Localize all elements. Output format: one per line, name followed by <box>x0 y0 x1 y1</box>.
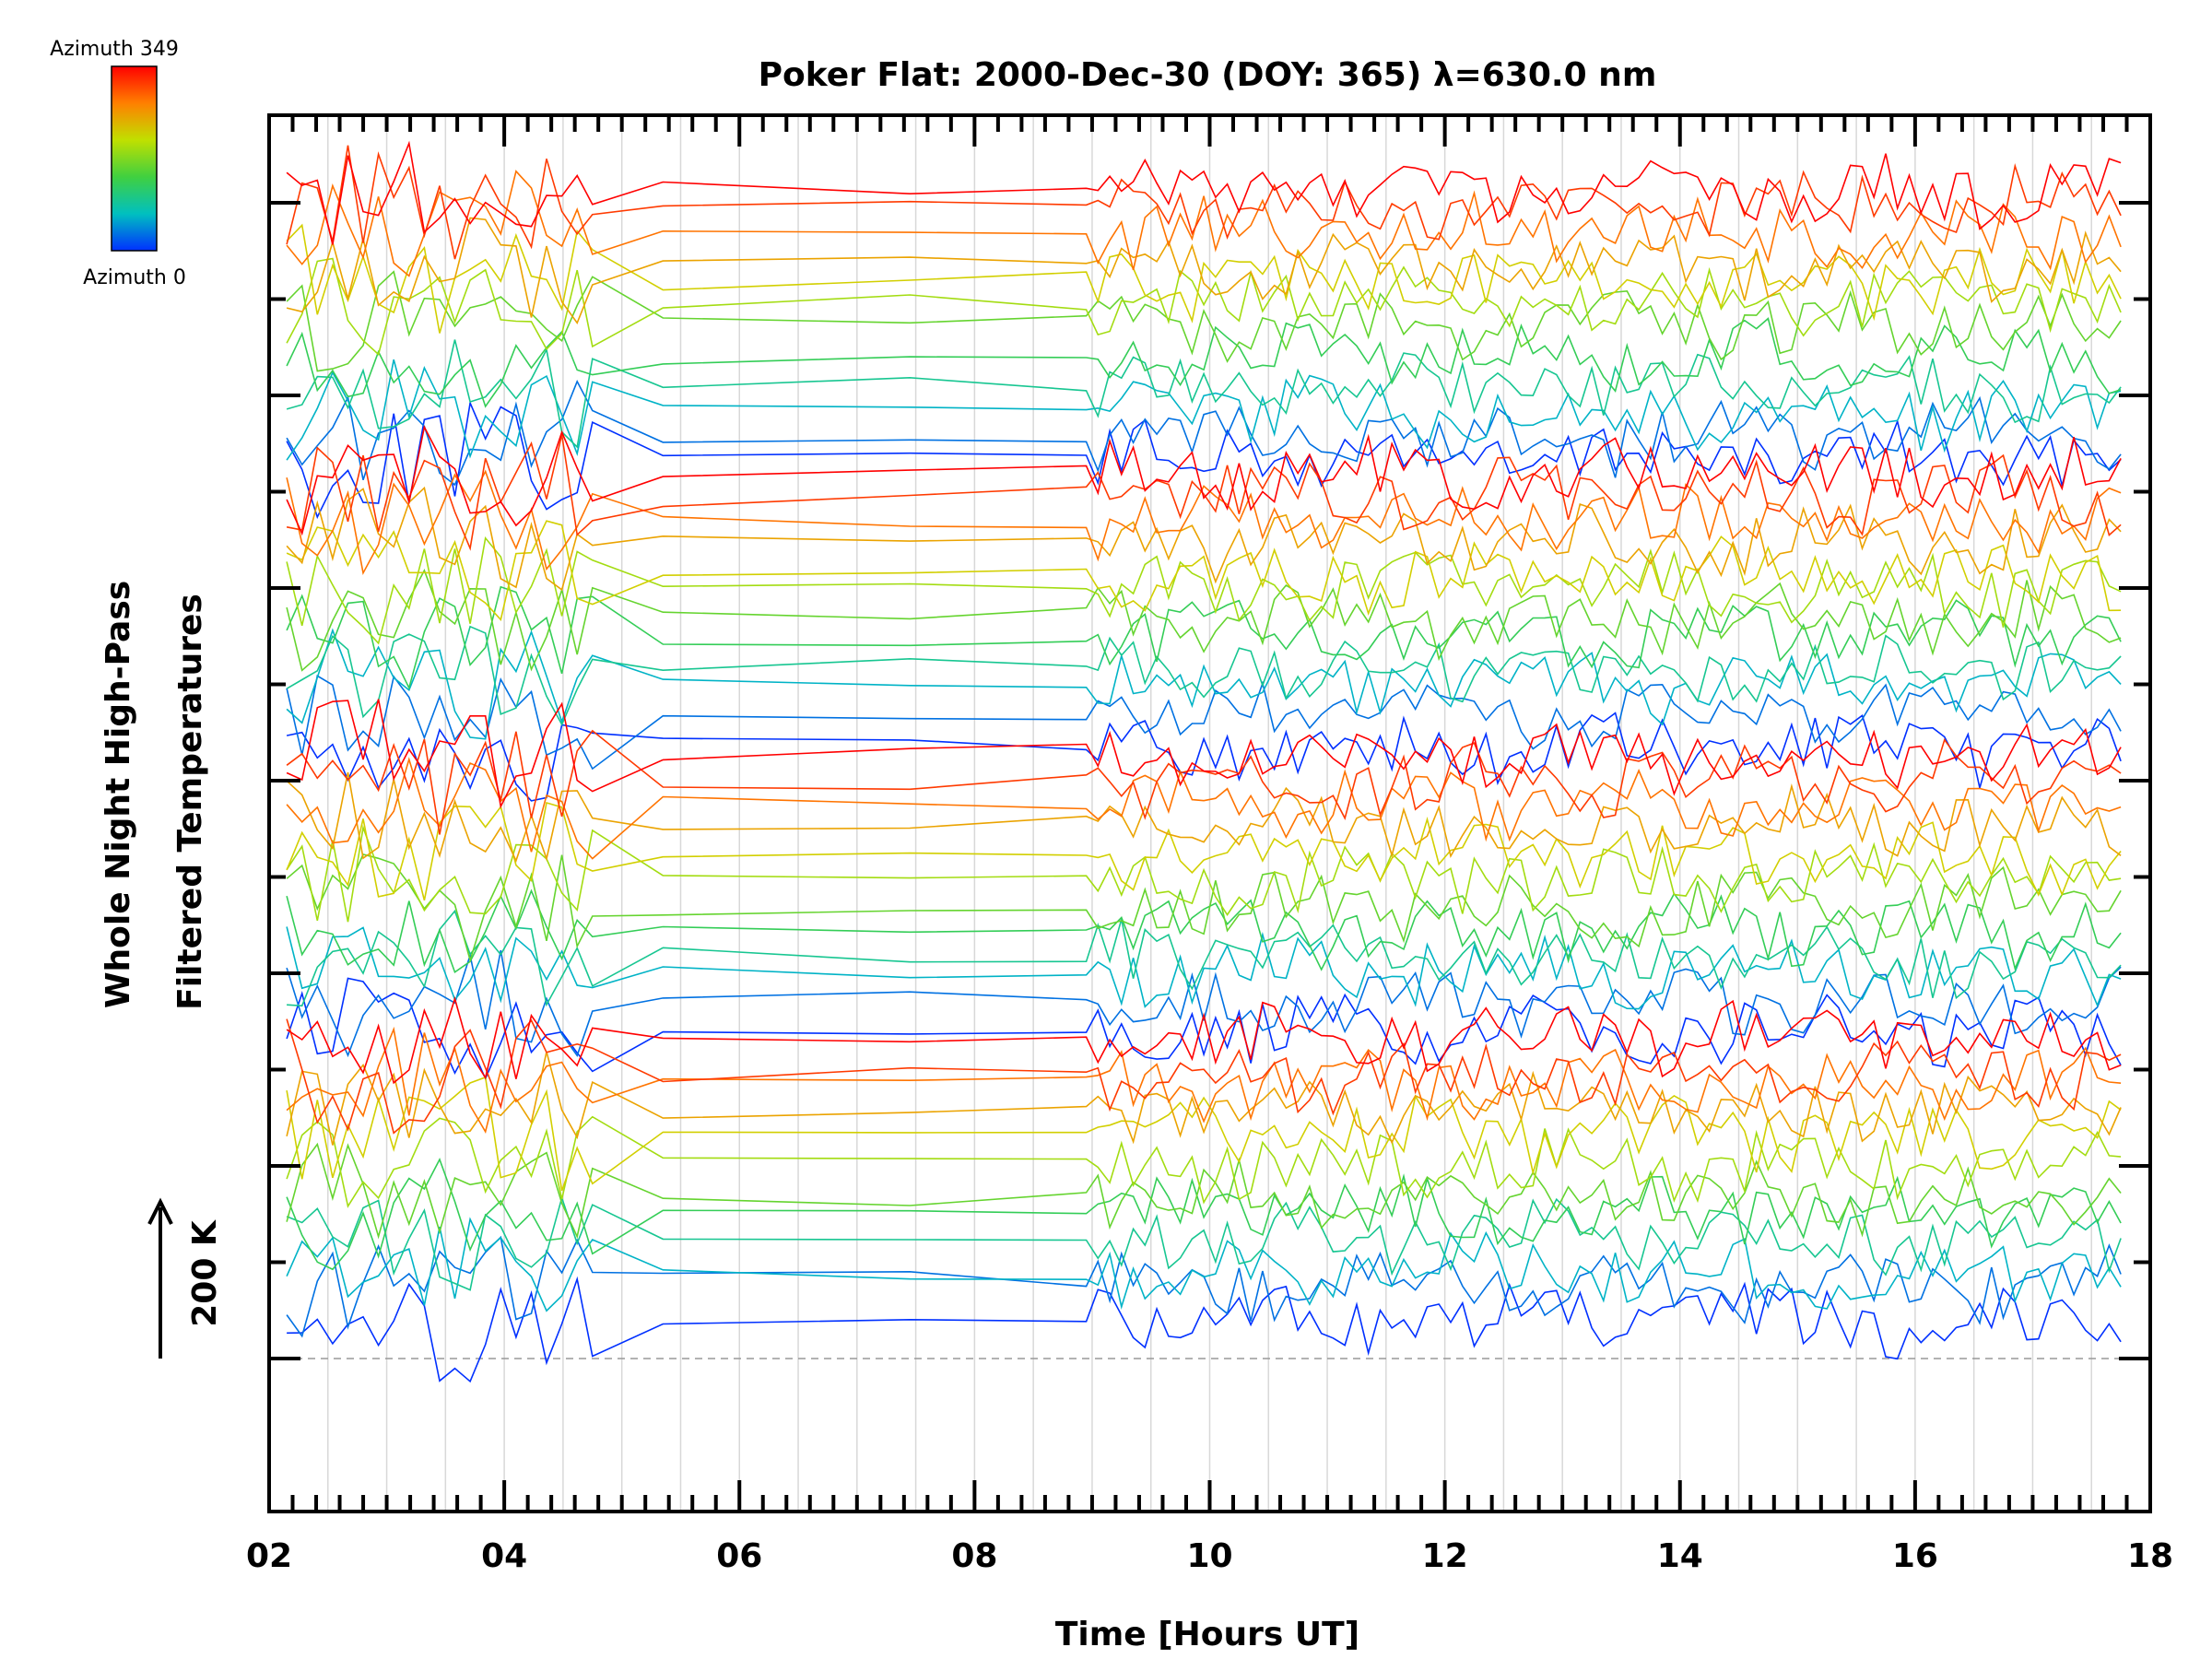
temperature-trace <box>286 771 2122 863</box>
temperature-trace <box>286 712 2122 802</box>
temperature-trace <box>286 977 2122 1081</box>
temperature-trace <box>286 257 2122 356</box>
temperature-trace <box>286 926 2122 1010</box>
x-tick-label: 12 <box>1422 1537 1468 1575</box>
x-tick-label: 10 <box>1186 1537 1232 1575</box>
temperature-trace <box>286 625 2122 726</box>
temperature-trace <box>286 140 2122 245</box>
temperature-trace <box>286 486 2122 592</box>
chart-title: Poker Flat: 2000-Dec-30 (DOY: 365) λ=630… <box>759 56 1657 94</box>
axis-ticks <box>267 115 2152 1512</box>
temperature-trace <box>286 317 2122 408</box>
temperature-trace <box>286 569 2122 672</box>
temperature-trace <box>286 824 2122 923</box>
temperature-trace <box>286 1142 2122 1240</box>
temperature-trace <box>286 1026 2122 1134</box>
colorbar <box>111 65 158 252</box>
y-axis-label-line1: Whole Night High-Pass <box>100 581 137 1008</box>
temperature-trace <box>286 1235 2122 1338</box>
temperature-trace <box>286 801 2122 900</box>
x-tick-label: 02 <box>246 1537 292 1575</box>
temperature-trace <box>286 1158 2122 1271</box>
temperature-trace <box>286 1076 2122 1192</box>
temperature-trace <box>286 145 2122 260</box>
temperature-trace <box>286 628 2122 740</box>
temperature-trace <box>286 425 2122 536</box>
temperature-trace <box>286 339 2122 449</box>
colorbar-bottom-label: Azimuth 0 <box>83 266 186 289</box>
scale-bar: 200 K <box>147 1197 224 1359</box>
grid-lines <box>327 115 2092 1512</box>
temperature-trace <box>286 888 2122 974</box>
scale-bar-label: 200 K <box>186 1219 224 1327</box>
x-axis-label: Time [Hours UT] <box>1055 1616 1359 1653</box>
x-tick-label: 16 <box>1892 1537 1938 1575</box>
temperature-trace <box>286 379 2122 487</box>
temperature-trace <box>286 1217 2122 1312</box>
temperature-trace <box>286 270 2122 372</box>
temperature-trace <box>286 585 2122 690</box>
temperature-trace <box>286 1018 2122 1135</box>
temperature-trace <box>286 995 2122 1085</box>
y-axis-label-line2: Filtered Temperatures <box>171 594 209 1010</box>
x-tick-label: 04 <box>481 1537 527 1575</box>
x-tick-label: 08 <box>951 1537 997 1575</box>
temperature-trace <box>287 1276 2122 1383</box>
temperature-trace <box>286 699 2122 809</box>
temperature-trace <box>286 520 2122 621</box>
x-tick-label: 18 <box>2127 1537 2173 1575</box>
colorbar-top-label: Azimuth 349 <box>50 38 179 61</box>
temperature-trace <box>286 729 2122 835</box>
temperature-trace <box>286 223 2122 334</box>
temperature-traces <box>286 140 2122 1383</box>
temperature-trace <box>286 1051 2122 1146</box>
x-tick-label: 14 <box>1657 1537 1703 1575</box>
x-tick-labels: 02 04 06 08 10 12 14 16 18 <box>246 1537 2173 1575</box>
temperature-trace <box>286 400 2122 520</box>
temperature-trace <box>286 217 2122 325</box>
temperature-trace <box>287 909 2122 1007</box>
temperature-trace <box>286 359 2122 461</box>
x-tick-label: 06 <box>716 1537 762 1575</box>
temperature-trace <box>286 434 2122 551</box>
temperature-trace <box>286 1115 2122 1208</box>
temperature-trace <box>286 949 2122 1058</box>
temperature-trace <box>286 469 2122 576</box>
temperature-trace <box>286 535 2122 645</box>
